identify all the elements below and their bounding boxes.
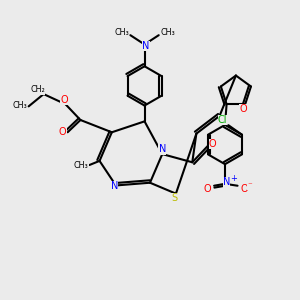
Text: +: + xyxy=(230,174,237,183)
Text: O: O xyxy=(60,95,68,105)
Text: O: O xyxy=(59,127,67,137)
Text: CH₂: CH₂ xyxy=(30,85,45,94)
Text: ⁻: ⁻ xyxy=(247,181,252,190)
Text: Cl: Cl xyxy=(218,115,227,125)
Text: CH₃: CH₃ xyxy=(160,28,175,38)
Text: CH₃: CH₃ xyxy=(114,28,129,38)
Text: N: N xyxy=(159,145,166,154)
Text: S: S xyxy=(172,193,178,203)
Text: CH₃: CH₃ xyxy=(74,160,88,169)
Text: O: O xyxy=(209,139,217,149)
Text: O: O xyxy=(240,184,248,194)
Text: O: O xyxy=(239,104,247,114)
Text: O: O xyxy=(204,184,212,194)
Text: CH₃: CH₃ xyxy=(13,100,27,109)
Text: N: N xyxy=(223,178,230,188)
Text: N: N xyxy=(111,181,118,191)
Text: N: N xyxy=(142,41,150,51)
